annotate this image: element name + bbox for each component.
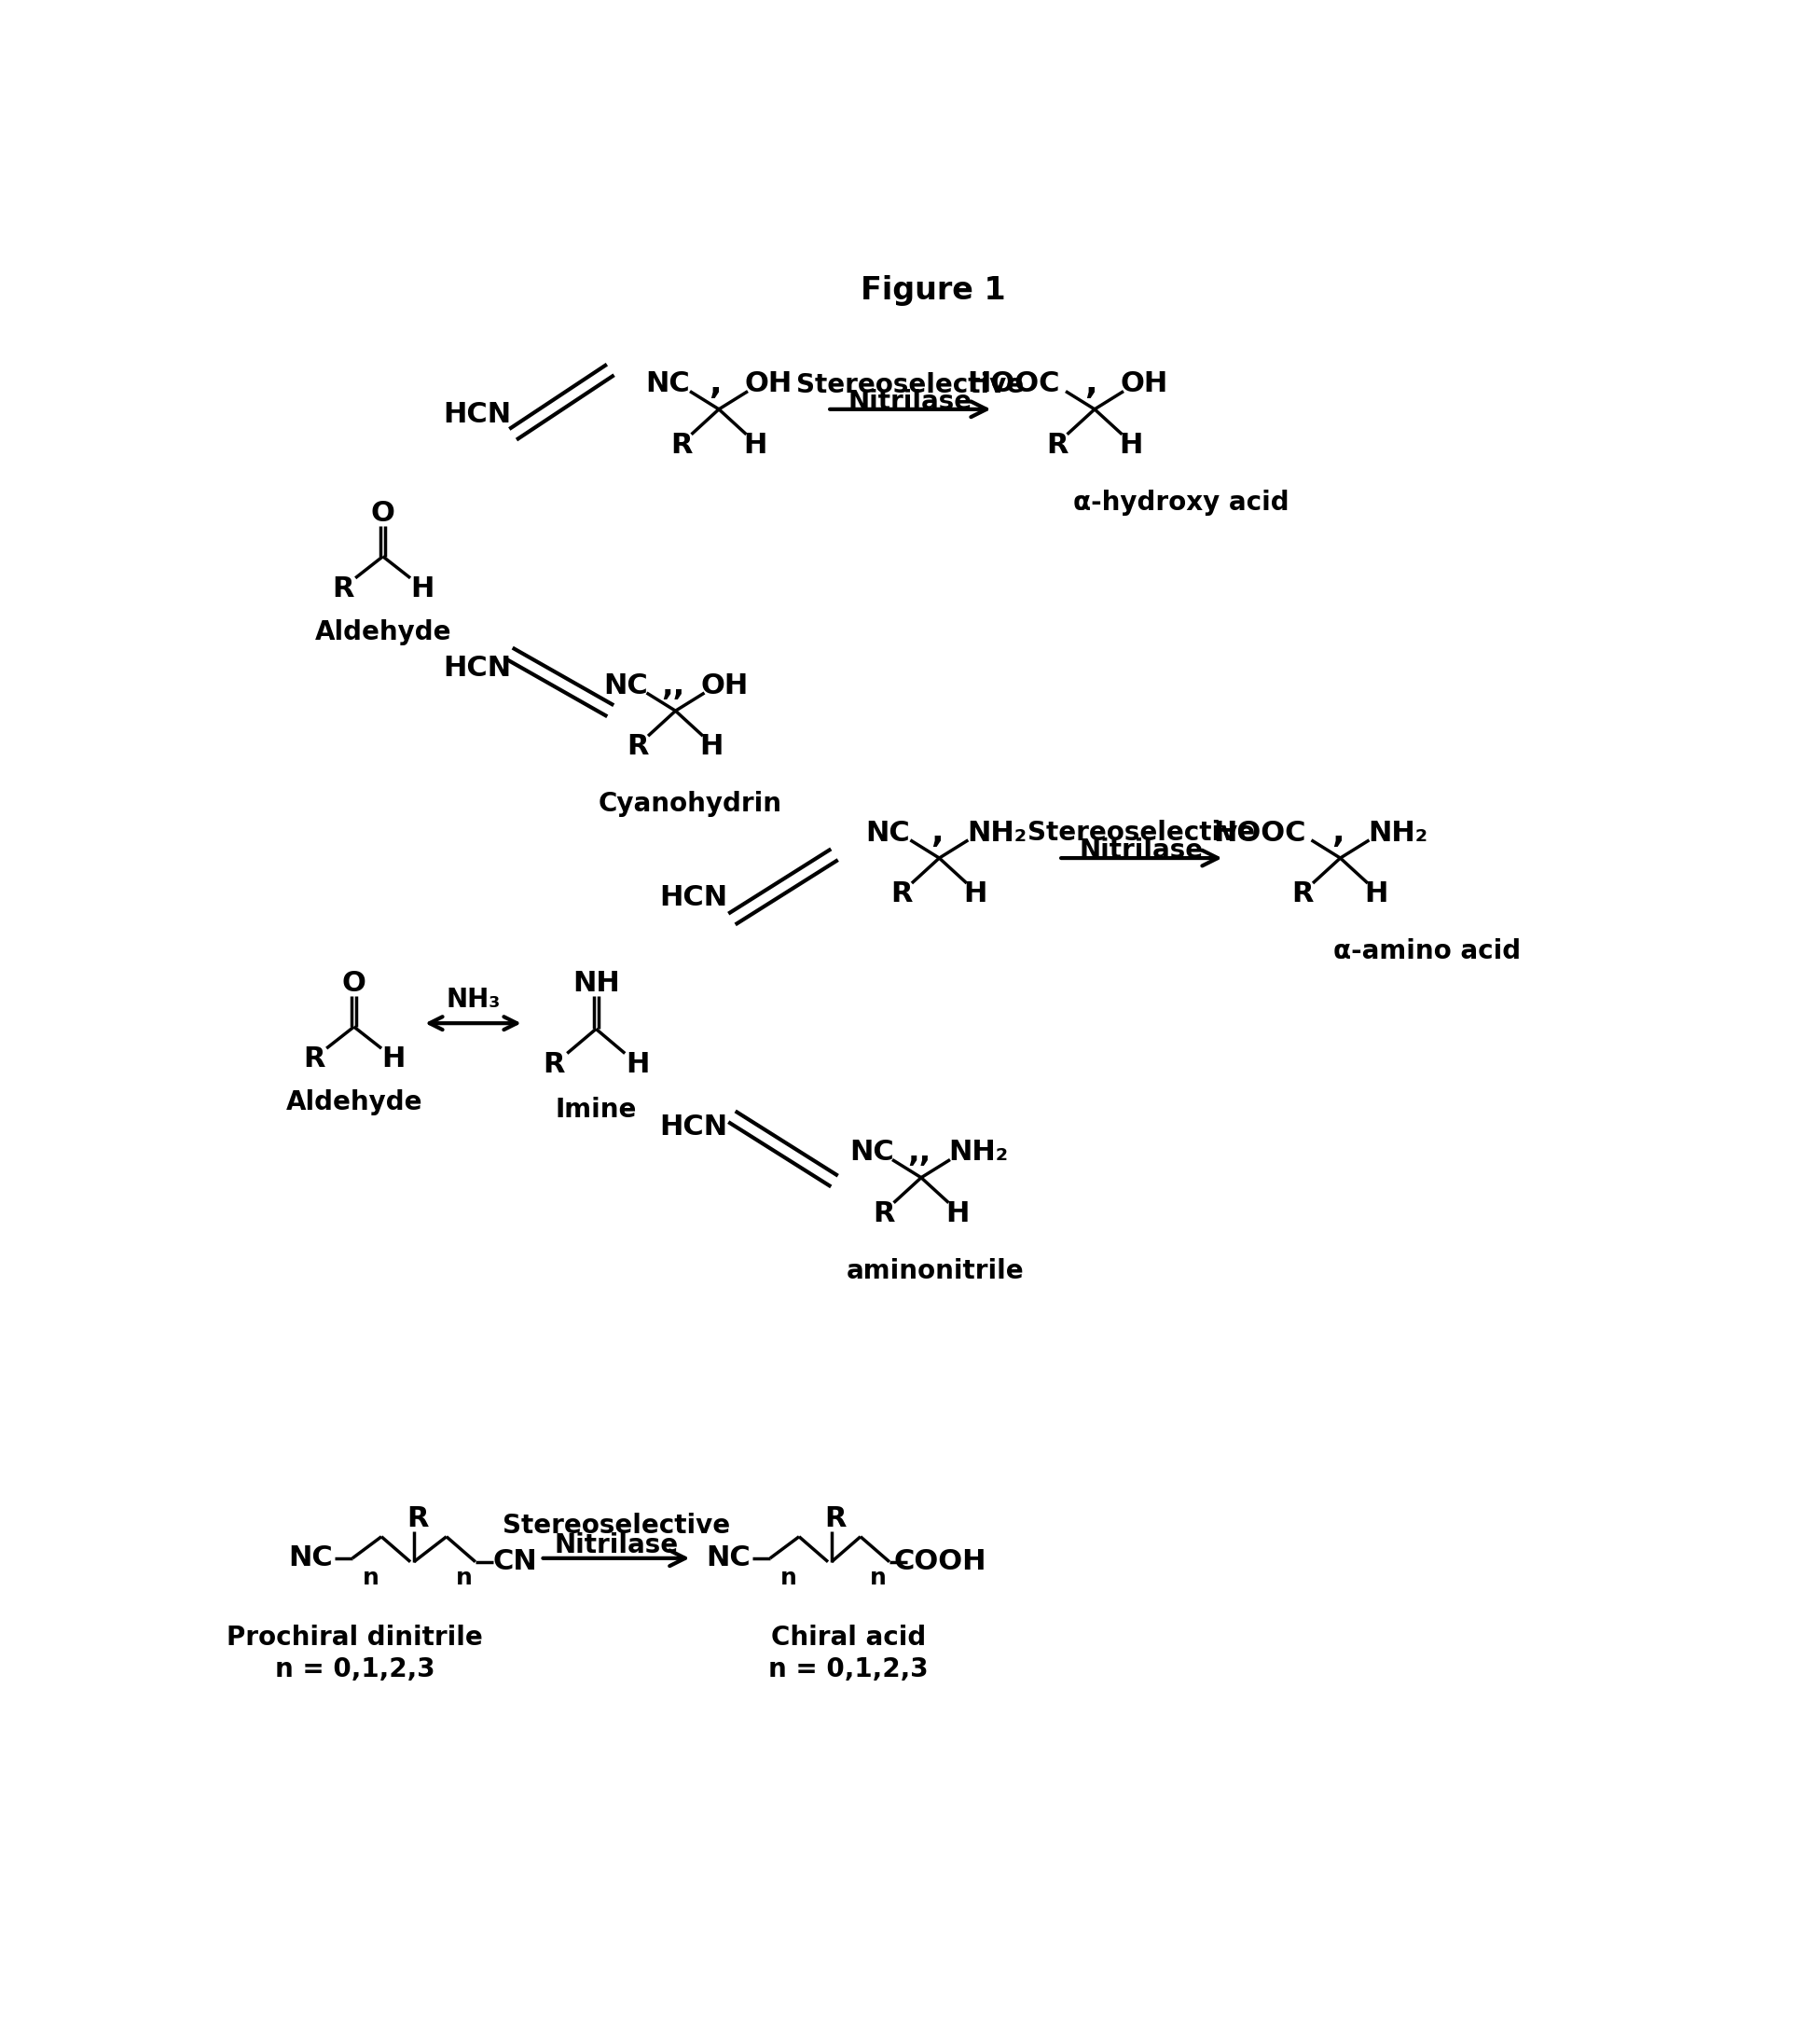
Text: HCN: HCN <box>442 655 511 681</box>
Text: Aldehyde: Aldehyde <box>286 1088 422 1115</box>
Text: Prochiral dinitrile: Prochiral dinitrile <box>228 1623 482 1650</box>
Text: n: n <box>457 1566 473 1589</box>
Text: HCN: HCN <box>659 1115 728 1141</box>
Text: ,: , <box>710 368 721 401</box>
Text: Cyanohydrin: Cyanohydrin <box>599 791 783 818</box>
Text: HCN: HCN <box>442 401 511 429</box>
Text: H: H <box>1365 881 1389 907</box>
Text: R: R <box>333 576 355 602</box>
Text: Imine: Imine <box>555 1096 637 1123</box>
Text: R: R <box>406 1505 428 1532</box>
Text: OH: OH <box>1119 370 1168 397</box>
Text: R: R <box>542 1052 564 1078</box>
Text: Nitrilase: Nitrilase <box>555 1532 679 1558</box>
Text: H: H <box>963 881 986 907</box>
Text: R: R <box>824 1505 846 1532</box>
Text: Chiral acid: Chiral acid <box>770 1623 926 1650</box>
Text: R: R <box>872 1200 895 1227</box>
Text: Nitrilase: Nitrilase <box>848 388 972 415</box>
Text: Nitrilase: Nitrilase <box>1079 838 1203 864</box>
Text: R: R <box>670 431 692 460</box>
Text: H: H <box>626 1052 650 1078</box>
Text: COOH: COOH <box>894 1548 986 1574</box>
Text: HCN: HCN <box>659 885 728 911</box>
Text: α-hydroxy acid: α-hydroxy acid <box>1074 490 1289 517</box>
Text: HOOC: HOOC <box>1212 820 1305 846</box>
Text: Figure 1: Figure 1 <box>861 275 1005 307</box>
Text: Aldehyde: Aldehyde <box>315 618 451 645</box>
Text: O: O <box>342 970 366 997</box>
Text: R: R <box>1046 431 1068 460</box>
Text: NH: NH <box>571 970 619 997</box>
Text: O: O <box>371 500 395 527</box>
Text: NH₂: NH₂ <box>948 1139 1008 1165</box>
Text: NC: NC <box>850 1139 894 1165</box>
Text: ,: , <box>930 818 943 848</box>
Text: NC: NC <box>706 1544 750 1572</box>
Text: H: H <box>701 732 724 761</box>
Text: NH₃: NH₃ <box>446 986 501 1013</box>
Text: n: n <box>362 1566 379 1589</box>
Text: H: H <box>743 431 766 460</box>
Text: NC: NC <box>288 1544 333 1572</box>
Text: NH₂: NH₂ <box>1369 820 1427 846</box>
Text: NC: NC <box>604 671 648 700</box>
Text: ,: , <box>1332 818 1345 848</box>
Text: Stereoselective: Stereoselective <box>502 1513 730 1540</box>
Text: CN: CN <box>493 1548 537 1574</box>
Text: ,,: ,, <box>906 1137 930 1168</box>
Text: aminonitrile: aminonitrile <box>846 1257 1025 1283</box>
Text: H: H <box>411 576 435 602</box>
Text: H: H <box>1119 431 1143 460</box>
Text: H: H <box>382 1045 406 1072</box>
Text: R: R <box>304 1045 326 1072</box>
Text: R: R <box>626 732 650 761</box>
Text: ,: , <box>1085 368 1097 401</box>
Text: OH: OH <box>701 671 748 700</box>
Text: R: R <box>890 881 912 907</box>
Text: NC: NC <box>646 370 690 397</box>
Text: H: H <box>945 1200 968 1227</box>
Text: n = 0,1,2,3: n = 0,1,2,3 <box>768 1656 928 1682</box>
Text: α-amino acid: α-amino acid <box>1334 938 1522 964</box>
Text: ,,: ,, <box>661 671 684 702</box>
Text: HOOC: HOOC <box>966 370 1059 397</box>
Text: R: R <box>1292 881 1314 907</box>
Text: n: n <box>781 1566 797 1589</box>
Text: Stereoselective: Stereoselective <box>1028 820 1256 846</box>
Text: n = 0,1,2,3: n = 0,1,2,3 <box>275 1656 435 1682</box>
Text: OH: OH <box>744 370 792 397</box>
Text: NH₂: NH₂ <box>966 820 1026 846</box>
Text: NC: NC <box>866 820 910 846</box>
Text: n: n <box>870 1566 886 1589</box>
Text: Stereoselective: Stereoselective <box>797 372 1025 399</box>
